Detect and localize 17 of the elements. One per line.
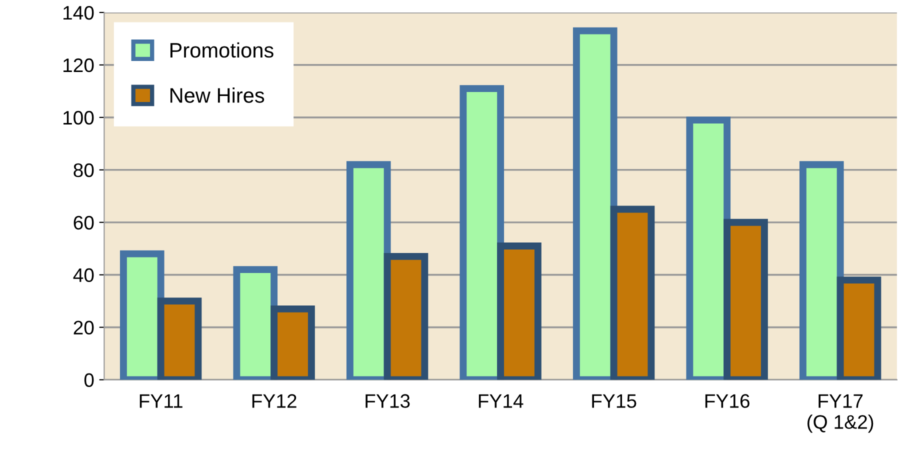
x-tick-label: FY16 [705,394,750,408]
x-tick-label: FY17 (Q 1&2) [807,394,874,433]
x-tick-label: FY11 [140,394,182,408]
y-tick-label: 140 [64,6,94,20]
legend-label: New Hires [170,88,264,103]
y-tick-label: 100 [64,110,94,125]
y-tick-label: 60 [74,216,94,230]
x-tick-label: FY13 [366,394,410,408]
x-tick-label: FY15 [592,394,636,408]
y-tick-label: 120 [64,58,94,72]
x-tick-label: FY12 [252,394,296,408]
legend-label: Promotions [170,42,274,58]
y-tick-label: 0 [84,373,94,387]
x-tick-label: FY14 [478,394,524,408]
y-tick-label: 20 [74,320,94,335]
y-tick-label: 40 [73,268,94,282]
y-tick-label: 80 [74,163,94,178]
